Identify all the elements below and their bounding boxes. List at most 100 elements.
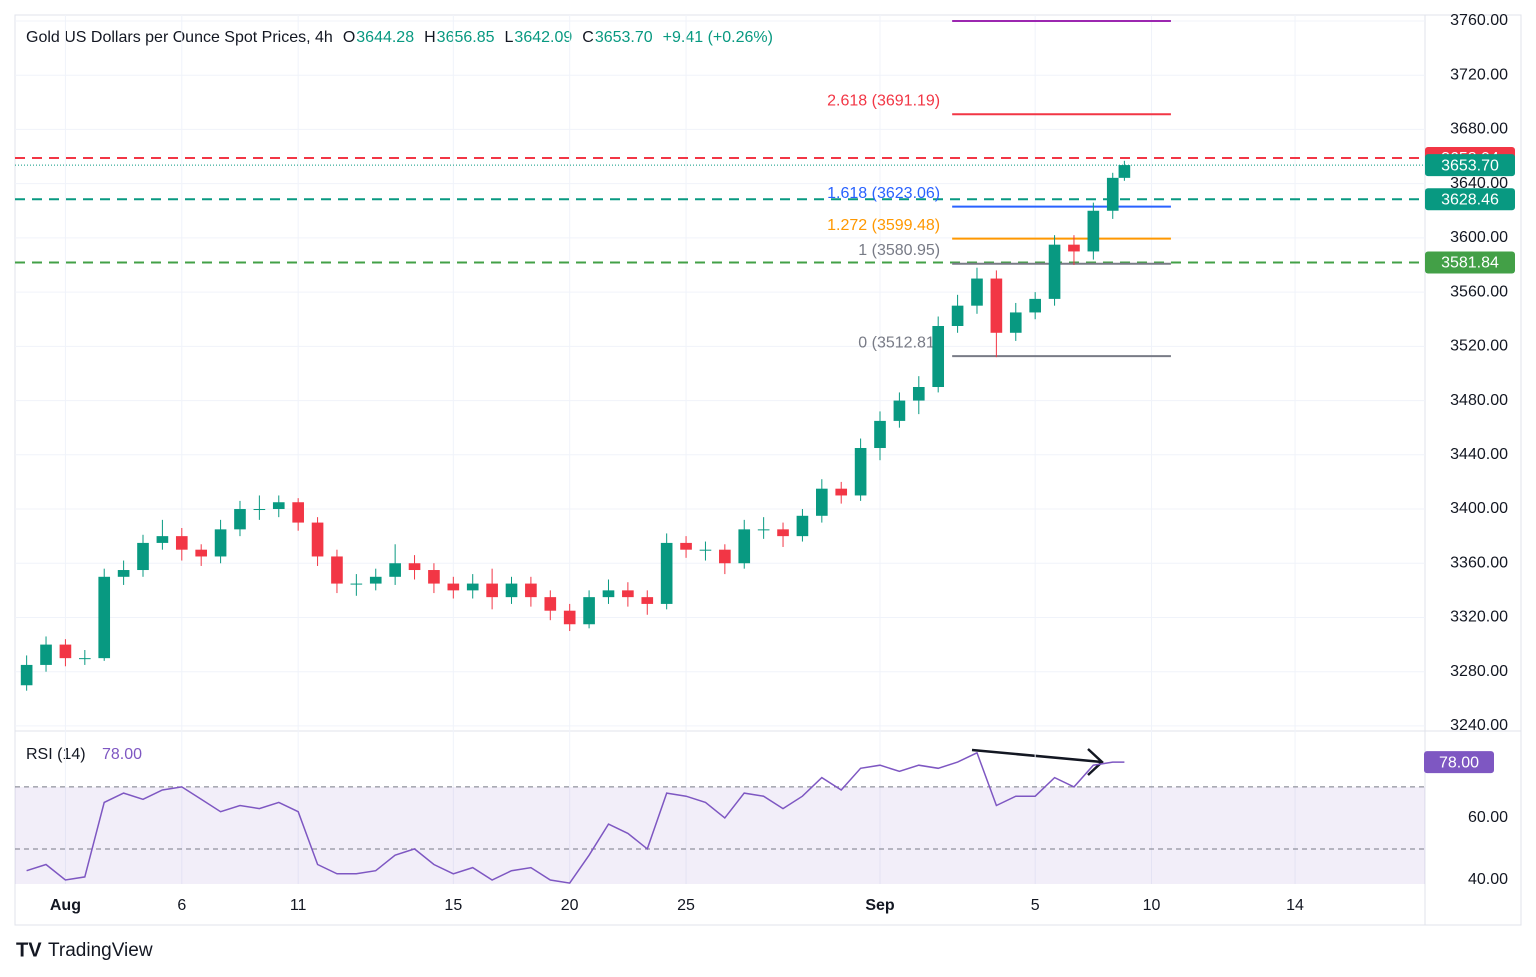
candle-body [447, 583, 460, 591]
candle-body [1068, 244, 1080, 252]
x-tick-label: 10 [1143, 897, 1161, 914]
candle-body [389, 563, 401, 577]
candle-body [854, 448, 867, 496]
candle-body [777, 529, 789, 537]
frame [14, 14, 1522, 926]
price-tag-label: 3653.70 [1441, 157, 1499, 174]
rsi-tag-label: 78.00 [1439, 754, 1479, 771]
y-tick-label: 3280.00 [1450, 663, 1508, 680]
x-tick-label: 14 [1286, 897, 1304, 914]
price-tag [1425, 188, 1515, 211]
candle-body [893, 400, 906, 421]
candle-body [990, 278, 1003, 333]
candle-body [505, 583, 518, 598]
candle-body [175, 536, 188, 550]
candle-body [292, 502, 304, 523]
rsi-tag [1424, 751, 1494, 774]
candle-body [117, 570, 130, 577]
candle-body [699, 549, 712, 551]
ohlc-key: H [424, 29, 436, 46]
candle-body [719, 549, 731, 564]
candle-body [350, 583, 363, 585]
candle-body [486, 583, 498, 598]
brand-name: TradingView [48, 940, 153, 961]
y-tick-label: 3600.00 [1450, 229, 1508, 246]
candle-body [660, 542, 673, 604]
ohlc-value: 3644.28 [356, 29, 414, 46]
candle-body [563, 610, 576, 625]
candle-body [622, 590, 634, 598]
candle-body [757, 529, 770, 531]
candle-body [951, 305, 964, 326]
symbol: Gold US Dollars per Ounce Spot Prices, 4… [26, 29, 333, 46]
fib-label: 1.618 (3623.06) [827, 185, 940, 202]
candle-body [641, 597, 654, 604]
rsi-last: 78.00 [102, 746, 142, 763]
fib-label: 2.618 (3691.19) [827, 92, 940, 109]
ohlc-key: L [505, 29, 514, 46]
candle-body [912, 387, 925, 401]
change: +9.41 (+0.26%) [663, 29, 773, 46]
price-tag-label: 3581.84 [1441, 255, 1499, 272]
divergence-arrow [971, 748, 1104, 776]
candle-body [544, 597, 557, 611]
y-tick-label: 3360.00 [1450, 554, 1508, 571]
candle-body [932, 325, 945, 388]
price-tag [1425, 251, 1515, 274]
candle-body [971, 278, 983, 306]
candle-body [1106, 177, 1119, 211]
price-tag [1425, 154, 1515, 177]
candle-body [680, 542, 692, 550]
candle-body [253, 509, 266, 511]
candle-body [79, 658, 91, 660]
candle-body [428, 570, 440, 584]
x-tick-label: 25 [677, 897, 695, 914]
candle-body [98, 576, 111, 659]
y-tick-label: 3240.00 [1450, 717, 1508, 734]
y-tick-label: 3760.00 [1450, 12, 1508, 29]
y-tick-label: 3640.00 [1450, 175, 1508, 192]
x-tick-label: 11 [290, 897, 307, 914]
candle-body [1118, 165, 1131, 178]
header: Gold US Dollars per Ounce Spot Prices, 4… [26, 29, 773, 46]
ohlc-key: C [582, 29, 594, 46]
candle-body [214, 529, 227, 557]
candle-body [311, 522, 324, 557]
fib-label: 1.272 (3599.48) [827, 217, 940, 234]
ohlc-value: 3656.85 [437, 29, 495, 46]
rsi-band [15, 786, 1425, 884]
ohlc-value: 3653.70 [595, 29, 653, 46]
candle-body [195, 549, 208, 557]
candle-body [796, 515, 809, 537]
candle-body [369, 576, 382, 584]
y-tick-label: 3480.00 [1450, 392, 1508, 409]
candle-body [1029, 298, 1041, 313]
candle-body [137, 542, 149, 571]
x-tick-label: 5 [1031, 897, 1040, 914]
candle-body [59, 644, 72, 659]
rsi-name: RSI (14) [26, 746, 86, 763]
candle-body [1087, 210, 1100, 252]
rsi-tick-label: 60.00 [1468, 809, 1508, 826]
candle-body [583, 597, 595, 625]
candle-body [738, 529, 751, 564]
candle-body [40, 644, 52, 665]
y-tick-label: 3400.00 [1450, 500, 1508, 517]
svg-text:TV: TV [16, 939, 42, 961]
rsi-line [26, 751, 1125, 884]
candle-body [156, 536, 169, 543]
candle-body [466, 583, 479, 591]
candle-body [1009, 312, 1022, 333]
x-tick-label: Sep [865, 897, 895, 914]
brand: TV TradingView [16, 939, 153, 961]
fib-label: 1 (3580.95) [858, 242, 940, 259]
x-tick-label: Aug [50, 897, 81, 914]
candle-body [602, 590, 615, 598]
x-tick-label: 15 [444, 897, 462, 914]
y-tick-label: 3560.00 [1450, 283, 1508, 300]
x-tick-label: 20 [561, 897, 579, 914]
candle-body [835, 488, 848, 496]
candle-body [20, 664, 33, 686]
